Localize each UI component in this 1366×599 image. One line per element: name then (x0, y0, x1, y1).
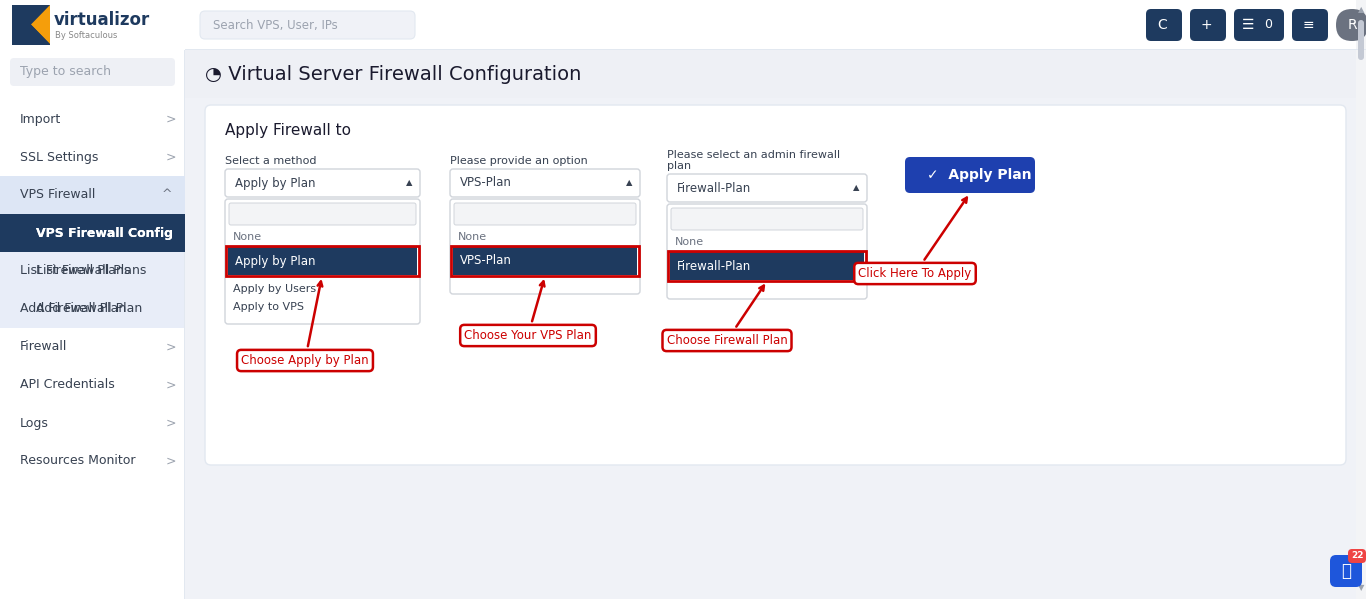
FancyBboxPatch shape (228, 247, 417, 275)
FancyBboxPatch shape (1348, 549, 1366, 563)
FancyBboxPatch shape (906, 157, 1035, 193)
Text: 22: 22 (1351, 552, 1363, 561)
Text: Apply by Users: Apply by Users (234, 284, 316, 294)
Text: >: > (165, 416, 176, 429)
Text: >: > (165, 455, 176, 467)
Text: +: + (1201, 18, 1212, 32)
Text: Apply by Plan: Apply by Plan (235, 177, 316, 189)
Text: API Credentials: API Credentials (20, 379, 115, 392)
Text: ▼: ▼ (1358, 583, 1365, 592)
FancyBboxPatch shape (667, 174, 867, 202)
FancyBboxPatch shape (225, 169, 419, 197)
Text: C: C (1157, 18, 1167, 32)
Text: Please select an admin firewall: Please select an admin firewall (667, 150, 840, 160)
FancyBboxPatch shape (1146, 9, 1182, 41)
Text: >: > (165, 150, 176, 164)
Text: >: > (165, 340, 176, 353)
FancyBboxPatch shape (669, 252, 865, 280)
FancyBboxPatch shape (0, 214, 184, 252)
Text: List Firewall Plans: List Firewall Plans (20, 265, 130, 277)
Text: Apply to VPS: Apply to VPS (234, 302, 305, 312)
FancyBboxPatch shape (1358, 20, 1365, 60)
FancyBboxPatch shape (449, 169, 641, 197)
FancyBboxPatch shape (1190, 9, 1227, 41)
Text: Add Firewall Plan: Add Firewall Plan (20, 302, 126, 316)
FancyBboxPatch shape (1233, 9, 1284, 41)
FancyBboxPatch shape (0, 0, 184, 50)
Text: VPS Firewall Config: VPS Firewall Config (36, 226, 173, 240)
Polygon shape (12, 5, 51, 44)
Text: Choose Firewall Plan: Choose Firewall Plan (667, 286, 787, 347)
Text: ▲: ▲ (626, 179, 632, 187)
Text: Type to search: Type to search (20, 65, 111, 78)
Text: VPS Firewall Config: VPS Firewall Config (36, 226, 173, 240)
Text: None: None (234, 232, 262, 242)
Polygon shape (12, 5, 51, 44)
Text: By Softaculous: By Softaculous (55, 31, 117, 40)
FancyBboxPatch shape (454, 203, 637, 225)
Text: 0: 0 (1264, 19, 1272, 32)
FancyBboxPatch shape (449, 199, 641, 294)
Text: ^: ^ (161, 189, 172, 201)
Text: Choose Apply by Plan: Choose Apply by Plan (242, 282, 369, 367)
Text: List Firewall Plans: List Firewall Plans (36, 265, 146, 277)
FancyBboxPatch shape (229, 203, 417, 225)
FancyBboxPatch shape (12, 5, 51, 45)
FancyBboxPatch shape (0, 214, 184, 328)
Text: ☰: ☰ (1242, 18, 1254, 32)
Text: Choose Your VPS Plan: Choose Your VPS Plan (464, 282, 591, 342)
Polygon shape (12, 5, 51, 44)
Text: ⏰: ⏰ (1341, 562, 1351, 580)
FancyBboxPatch shape (184, 0, 1366, 50)
FancyBboxPatch shape (1356, 0, 1366, 599)
Text: Firewall-Plan: Firewall-Plan (678, 181, 751, 195)
FancyBboxPatch shape (0, 252, 184, 290)
Text: VPS Firewall: VPS Firewall (20, 189, 96, 201)
Text: Search VPS, User, IPs: Search VPS, User, IPs (213, 19, 337, 32)
FancyBboxPatch shape (0, 290, 184, 328)
FancyBboxPatch shape (10, 58, 175, 86)
FancyBboxPatch shape (0, 176, 184, 214)
Text: ≡: ≡ (1302, 18, 1314, 32)
FancyBboxPatch shape (184, 49, 1366, 50)
Text: Select a method: Select a method (225, 156, 317, 166)
FancyBboxPatch shape (1292, 9, 1328, 41)
Text: VPS-Plan: VPS-Plan (460, 177, 512, 189)
Text: >: > (165, 379, 176, 392)
FancyBboxPatch shape (671, 208, 863, 230)
Text: Logs: Logs (20, 416, 49, 429)
Text: Add Firewall Plan: Add Firewall Plan (36, 302, 142, 316)
FancyBboxPatch shape (205, 105, 1346, 465)
Text: None: None (675, 237, 703, 247)
Text: ▲: ▲ (406, 179, 413, 187)
Text: >: > (165, 113, 176, 126)
FancyBboxPatch shape (12, 5, 51, 45)
Text: Firewall-Plan: Firewall-Plan (678, 259, 751, 273)
FancyBboxPatch shape (1336, 9, 1366, 41)
Text: ◔ Virtual Server Firewall Configuration: ◔ Virtual Server Firewall Configuration (205, 65, 582, 83)
FancyBboxPatch shape (1330, 555, 1362, 587)
FancyBboxPatch shape (199, 11, 415, 39)
Polygon shape (12, 5, 51, 44)
Text: plan: plan (667, 161, 691, 171)
Text: SSL Settings: SSL Settings (20, 150, 98, 164)
FancyBboxPatch shape (667, 204, 867, 299)
Text: R: R (1347, 18, 1356, 32)
Text: ▲: ▲ (1358, 5, 1365, 14)
Text: ✓  Apply Plan: ✓ Apply Plan (928, 168, 1031, 182)
FancyBboxPatch shape (225, 199, 419, 324)
Text: Firewall: Firewall (20, 340, 67, 353)
Text: Please provide an option: Please provide an option (449, 156, 587, 166)
FancyBboxPatch shape (0, 0, 184, 599)
Text: Apply by Plan: Apply by Plan (235, 255, 316, 268)
FancyBboxPatch shape (0, 214, 184, 252)
Text: virtualizor: virtualizor (55, 11, 150, 29)
Text: Apply Firewall to: Apply Firewall to (225, 123, 351, 138)
Text: VPS-Plan: VPS-Plan (460, 255, 512, 268)
Text: None: None (458, 232, 488, 242)
Text: Click Here To Apply: Click Here To Apply (858, 198, 971, 280)
Text: Import: Import (20, 113, 61, 126)
FancyBboxPatch shape (184, 50, 1366, 98)
Text: ▲: ▲ (852, 183, 859, 192)
